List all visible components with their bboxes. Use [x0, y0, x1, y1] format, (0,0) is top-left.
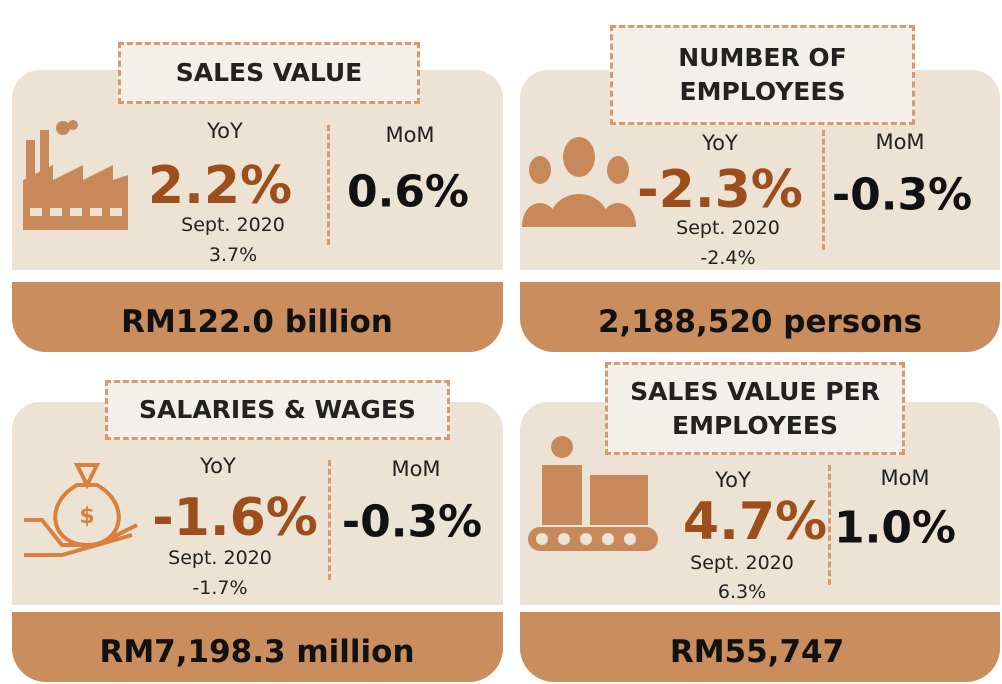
prev-value: 3.7% — [208, 244, 258, 266]
total-bar — [520, 282, 1000, 352]
divider — [327, 125, 330, 245]
factory-icon — [23, 120, 128, 230]
yoy-value: -2.3% — [637, 160, 803, 220]
mom-value: -0.3% — [341, 496, 483, 548]
total-bar — [12, 612, 503, 682]
yoy-value: 2.2% — [147, 156, 293, 216]
mom-label: MoM — [875, 130, 925, 154]
prev-value: -2.4% — [700, 247, 756, 269]
yoy-value: 4.7% — [682, 492, 828, 552]
prev-label: Sept. 2020 — [168, 547, 272, 569]
yoy-label: YoY — [702, 131, 738, 155]
svg-text:$: $ — [79, 504, 94, 529]
yoy-label: YoY — [715, 468, 751, 492]
mom-value: 0.6% — [346, 166, 470, 218]
prev-value: -1.7% — [192, 577, 248, 599]
mom-label: MoM — [391, 457, 441, 481]
card-title: NUMBER OF EMPLOYEES — [610, 25, 915, 125]
mom-label: MoM — [385, 123, 435, 147]
mom-label: MoM — [880, 466, 930, 490]
card-title: SALES VALUE — [118, 42, 420, 104]
card-title: SALES VALUE PER EMPLOYEES — [605, 362, 905, 455]
people-icon — [522, 137, 636, 227]
total-value: RM55,747 — [669, 634, 845, 670]
total-bar — [520, 612, 1000, 682]
mom-value: -0.3% — [831, 169, 973, 221]
prev-label: Sept. 2020 — [690, 552, 794, 574]
yoy-label: YoY — [207, 119, 243, 143]
total-bar — [12, 282, 503, 352]
conveyor-icon — [528, 436, 658, 551]
total-value: 2,188,520 persons — [597, 304, 923, 340]
yoy-value: -1.6% — [152, 488, 318, 548]
total-value: RM122.0 billion — [121, 304, 393, 340]
prev-label: Sept. 2020 — [181, 214, 285, 236]
divider — [822, 130, 825, 250]
prev-value: 6.3% — [717, 581, 767, 603]
divider — [828, 465, 831, 585]
total-value: RM7,198.3 million — [99, 634, 415, 670]
yoy-label: YoY — [200, 454, 236, 478]
divider — [328, 460, 331, 580]
card-title: SALARIES & WAGES — [105, 380, 450, 440]
prev-label: Sept. 2020 — [676, 217, 780, 239]
mom-value: 1.0% — [833, 502, 957, 554]
money-bag-icon: $ — [24, 463, 138, 557]
